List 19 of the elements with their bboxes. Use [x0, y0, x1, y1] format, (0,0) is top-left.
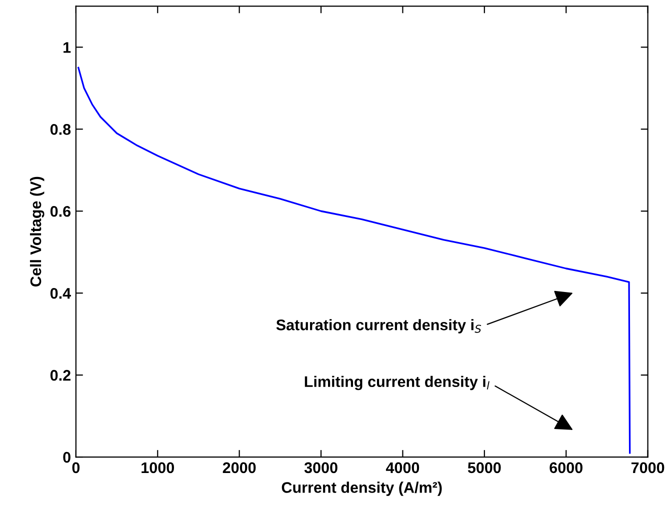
y-tick-label: 0.2: [50, 370, 70, 381]
x-tick-label: 0: [72, 462, 80, 474]
annotation: Saturation current density i$_{S}$: [276, 319, 482, 334]
x-tick-label: 7000: [631, 462, 664, 474]
x-tick-label: 1000: [142, 462, 174, 474]
x-tick-label: 6000: [550, 462, 582, 474]
x-axis-title: Current density (A/m²): [282, 482, 442, 496]
line-series: [78, 66, 631, 454]
y-tick-label: 0.4: [50, 288, 71, 299]
y-axis-title: Cell Voltage (V): [30, 176, 44, 286]
annotation: Limiting current density i$_{l}$: [304, 376, 490, 390]
x-tick-label: 5000: [468, 462, 501, 474]
x-tick-label: 2000: [222, 462, 256, 474]
x-tick-label: 4000: [386, 462, 420, 474]
y-tick-label: 0.6: [50, 206, 71, 217]
x-tick-label: 3000: [304, 462, 338, 474]
y-tick-label: 1: [64, 42, 71, 53]
y-tick-label: 0.8: [50, 124, 71, 135]
y-tick-label: 0: [63, 452, 70, 463]
